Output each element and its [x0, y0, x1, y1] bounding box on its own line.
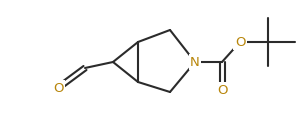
Text: O: O — [53, 82, 63, 95]
Text: O: O — [235, 35, 245, 49]
Text: N: N — [190, 56, 200, 68]
Text: O: O — [217, 83, 227, 97]
